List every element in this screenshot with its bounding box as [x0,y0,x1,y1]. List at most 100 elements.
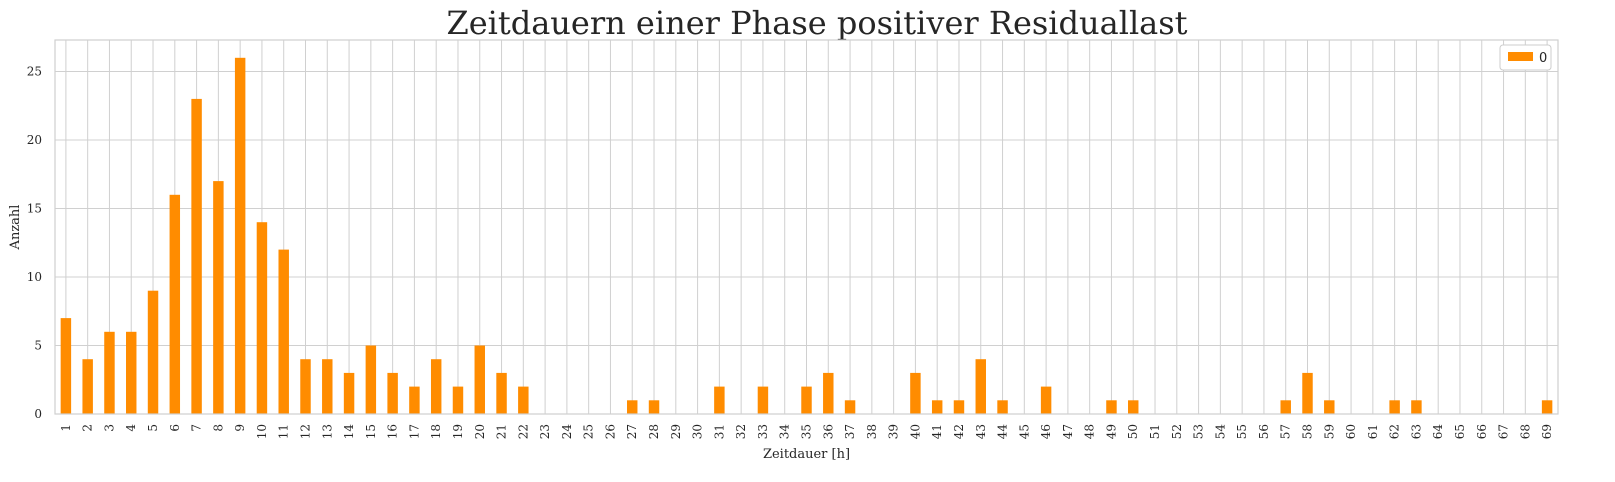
x-tick-label: 28 [647,424,661,439]
x-tick-label: 48 [1083,424,1097,439]
y-tick-label: 5 [34,339,42,353]
bar [844,400,856,414]
bar [931,400,943,414]
bar [82,359,93,414]
x-tick-label: 40 [908,424,922,439]
bar [60,318,72,414]
bar [997,400,1008,414]
x-tick-label: 21 [495,424,509,439]
x-tick-label: 34 [778,424,792,440]
bar [910,372,921,414]
bar [191,98,202,415]
x-tick-label: 2 [81,424,95,432]
y-tick-label: 0 [34,407,42,421]
x-tick-label: 67 [1497,424,1511,439]
chart-title: Zeitdauern einer Phase positiver Residua… [446,4,1187,42]
y-tick-labels: 0 5 10 15 20 25 [27,65,42,421]
y-tick-label: 25 [27,65,42,79]
x-tick-label: 57 [1279,424,1293,439]
x-tick-label: 25 [582,424,596,439]
legend: 0 [1499,44,1552,71]
bar [1280,400,1291,414]
bar [1541,400,1553,414]
bar [757,386,769,414]
bar [1411,400,1422,414]
y-tick-label: 15 [27,202,42,216]
x-tick-label: 15 [364,424,378,439]
bar [213,181,224,414]
bar [1128,400,1139,414]
x-tick-label: 61 [1366,424,1380,439]
x-tick-label: 26 [603,424,617,439]
bar [300,359,311,414]
x-tick-label: 7 [190,424,204,432]
x-tick-label: 63 [1409,424,1423,439]
bar [387,372,398,414]
x-tick-label: 44 [996,424,1010,440]
x-tick-label: 18 [429,424,443,439]
x-tick-label: 52 [1170,424,1184,439]
bar [343,372,355,414]
legend-label: 0 [1539,51,1547,66]
x-tick-label: 33 [756,424,770,439]
x-tick-label: 53 [1192,424,1206,439]
x-tick-label: 29 [669,424,683,439]
x-tick-label: 46 [1039,424,1053,439]
x-tick-label: 5 [146,424,160,432]
x-tick-label: 32 [734,424,748,439]
bar [474,345,485,414]
legend-swatch [1508,52,1533,61]
x-tick-label: 59 [1322,424,1336,439]
x-tick-label: 31 [712,424,726,439]
bar [648,400,660,414]
bar [975,359,986,414]
x-tick-label: 30 [691,424,705,439]
x-tick-label: 51 [1148,424,1162,439]
x-tick-label: 41 [930,424,944,439]
bar [1040,386,1052,414]
x-tick-label: 19 [451,424,465,439]
x-tick-label: 6 [168,424,182,432]
x-tick-label: 66 [1475,424,1489,439]
bar [714,386,725,414]
bars [60,57,1553,415]
bar [1324,400,1335,414]
x-tick-label: 47 [1061,424,1075,439]
x-tick-label: 14 [342,424,356,440]
bar [430,359,442,414]
x-tick-label: 9 [233,424,247,432]
x-tick-label: 17 [407,424,421,439]
x-tick-label: 12 [299,424,313,439]
x-tick-label: 1 [59,424,73,432]
bar [1106,400,1117,414]
bar [365,345,377,414]
x-tick-label: 23 [538,424,552,439]
x-tick-label: 55 [1235,424,1249,439]
bar [953,400,965,414]
bar [104,331,115,414]
x-tick-label: 58 [1301,424,1315,439]
x-tick-label: 62 [1388,424,1402,439]
bar [801,386,812,414]
x-tick-label: 60 [1344,424,1358,439]
x-tick-label: 13 [320,424,334,439]
bar [823,372,834,414]
x-tick-label: 20 [473,424,487,439]
x-tick-label: 36 [821,424,835,439]
x-tick-label: 39 [887,424,901,439]
bar [518,386,529,414]
bar [627,400,638,414]
x-tick-label: 68 [1518,424,1532,439]
y-tick-label: 10 [27,270,42,284]
x-tick-label: 37 [843,424,857,439]
x-tick-label: 27 [625,424,639,439]
bar [234,57,246,415]
x-tick-label: 43 [974,424,988,439]
x-tick-label: 65 [1453,424,1467,439]
bar [147,290,159,414]
x-tick-label: 54 [1213,424,1227,440]
x-tick-label: 49 [1104,424,1118,439]
bar [169,194,181,414]
x-tick-label: 38 [865,424,879,439]
